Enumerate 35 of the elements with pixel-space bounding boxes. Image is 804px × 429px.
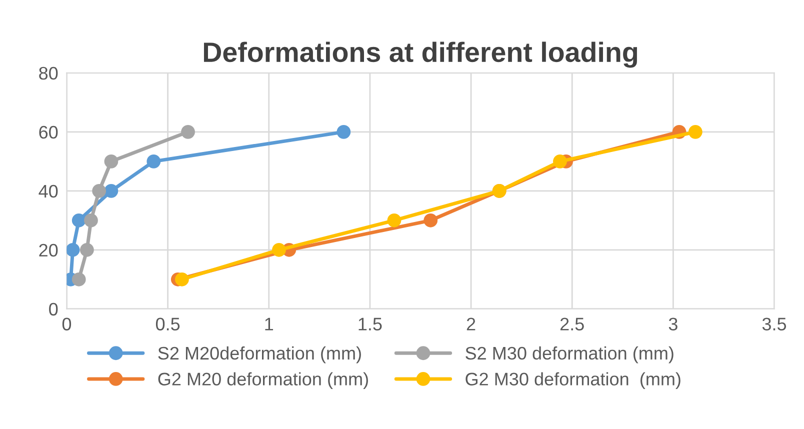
point <box>84 213 98 228</box>
point <box>387 213 402 228</box>
point <box>146 154 161 168</box>
point <box>424 213 438 228</box>
y-tick-label: 20 <box>39 244 58 257</box>
legend-label: S2 M30 deformation (mm) <box>466 346 674 364</box>
point <box>104 154 118 168</box>
legend-label: G2 M30 deformation (mm) <box>466 372 680 390</box>
legend-label: S2 M20deformation (mm) <box>158 346 361 364</box>
y-tick-label: 80 <box>39 66 58 80</box>
point <box>92 184 106 198</box>
x-tick-label: 3.5 <box>762 318 786 330</box>
x-tick-label: 2.5 <box>560 318 584 330</box>
x-tick-label: 1 <box>265 318 274 330</box>
point <box>688 124 702 139</box>
point <box>336 124 351 139</box>
point <box>175 272 189 286</box>
x-tick-label: 2 <box>466 318 476 330</box>
point <box>80 242 94 257</box>
point <box>72 272 86 286</box>
y-tick-label: 40 <box>38 184 58 198</box>
point <box>66 242 80 257</box>
y-tick-label: 60 <box>39 126 58 139</box>
legend-label: G2 M20 deformation (mm) <box>158 372 368 390</box>
x-tick-label: 0.5 <box>156 318 180 330</box>
chart-title: Deformations at different loading <box>204 42 638 68</box>
x-tick-label: 1.5 <box>358 318 382 330</box>
x-tick-label: 3 <box>668 318 678 330</box>
x-tick-label: 0 <box>62 318 72 330</box>
point <box>72 213 86 228</box>
point <box>181 124 195 139</box>
y-tick-label: 0 <box>49 302 58 316</box>
point <box>104 184 118 198</box>
point <box>553 154 567 168</box>
point <box>272 242 286 257</box>
